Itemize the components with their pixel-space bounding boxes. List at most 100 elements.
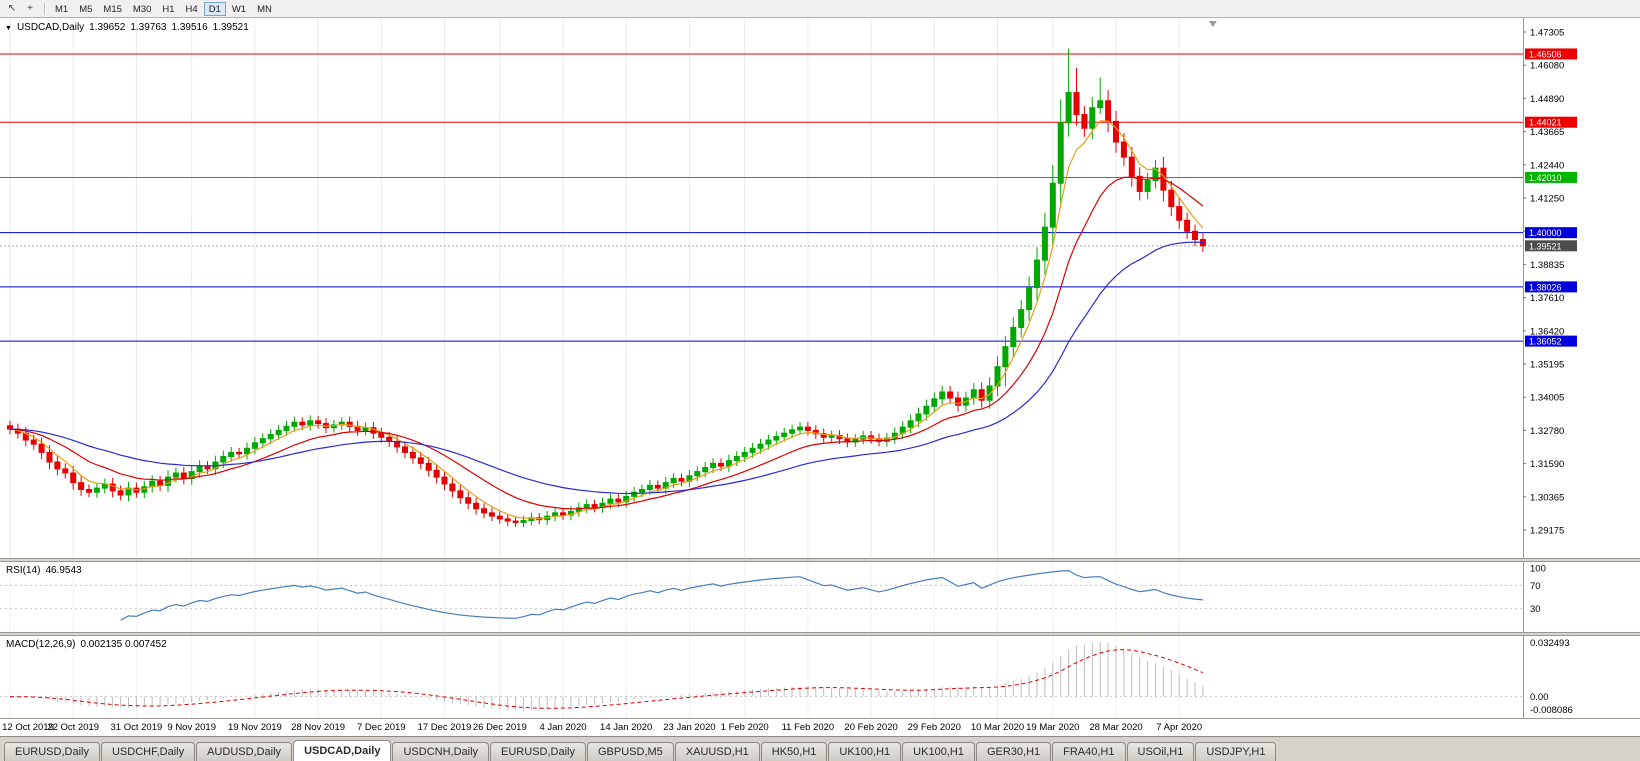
chart-tab-hk50-h1[interactable]: HK50,H1 — [760, 742, 828, 761]
top-toolbar: ↖ + M1 M5 M15 M30 H1 H4 D1 W1 MN — [0, 0, 1640, 18]
chart-tab-usdcad-daily[interactable]: USDCAD,Daily — [293, 740, 392, 761]
date-axis-label: 11 Feb 2020 — [781, 722, 835, 733]
date-axis-label: 19 Nov 2019 — [227, 722, 282, 733]
chart-tab-uk100-h1[interactable]: UK100,H1 — [828, 742, 902, 761]
date-axis-label: 1 Feb 2020 — [720, 722, 769, 733]
timeframe-button-m5[interactable]: M5 — [79, 3, 93, 15]
macd-values: 0.002135 0.007452 — [80, 639, 167, 650]
chart-tab-ger30-h1[interactable]: GER30,H1 — [975, 742, 1052, 761]
price-tag: 1.40000 — [1525, 227, 1577, 239]
price-axis-label: 1.32780 — [1530, 426, 1564, 437]
one-click-trading-arrow[interactable]: ▼ — [5, 25, 12, 32]
chart-tab-usdjpy-h1[interactable]: USDJPY,H1 — [1195, 742, 1277, 761]
moving-average-fast[interactable] — [9, 120, 1204, 520]
rsi-label: RSI(14) — [6, 565, 41, 576]
price-axis-label: 1.37610 — [1530, 293, 1564, 304]
chart-tab-eurusd-daily[interactable]: EURUSD,Daily — [490, 742, 586, 761]
chart-symbol-label: USDCAD,Daily — [16, 22, 85, 33]
moving-average-slow[interactable] — [9, 241, 1203, 495]
chart-tab-usoil-h1[interactable]: USOil,H1 — [1126, 742, 1195, 761]
price-tag: 1.36052 — [1525, 335, 1577, 347]
date-axis-label: 10 Mar 2020 — [970, 722, 1025, 733]
price-tag: 1.42010 — [1525, 171, 1577, 183]
macd-label: MACD(12,26,9) — [6, 639, 76, 650]
date-axis-label: 4 Jan 2020 — [539, 722, 587, 733]
rsi-title: RSI(14) 46.9543 — [6, 565, 87, 576]
chart-tab-usdcnh-daily[interactable]: USDCNH,Daily — [392, 742, 490, 761]
ohlc-open: 1.39652 — [89, 22, 126, 33]
price-axis-label: 1.31590 — [1530, 459, 1564, 470]
timeframe-button-m15[interactable]: M15 — [103, 3, 122, 15]
chart-tab-uk100-h1[interactable]: UK100,H1 — [902, 742, 975, 761]
timeframe-button-m30[interactable]: M30 — [132, 3, 152, 15]
price-axis-label: 1.43665 — [1530, 127, 1564, 138]
grid-lines — [9, 18, 1180, 558]
svg-text:1.40000: 1.40000 — [1529, 228, 1562, 238]
price-axis-label: 1.36420 — [1530, 326, 1564, 337]
date-axis-label: 7 Dec 2019 — [357, 722, 406, 733]
date-axis-label: 20 Feb 2020 — [844, 722, 898, 733]
rsi-line — [120, 569, 1203, 621]
price-tag: 1.44021 — [1525, 116, 1577, 128]
price-axis-label: 1.42440 — [1530, 160, 1564, 171]
chart-tab-fra40-h1[interactable]: FRA40,H1 — [1052, 742, 1126, 761]
timeframe-button-h1[interactable]: H1 — [162, 3, 175, 15]
chart-tab-xauusd-h1[interactable]: XAUUSD,H1 — [674, 742, 760, 761]
toolbar-separator — [44, 2, 45, 15]
date-axis-label: 19 Mar 2020 — [1026, 722, 1080, 733]
timeframe-button-h4[interactable]: H4 — [185, 3, 198, 15]
rsi-panel[interactable]: RSI(14) 46.9543 100 70 30 — [0, 562, 1640, 632]
timeframe-button-d1[interactable]: D1 — [203, 1, 226, 16]
price-axis-label: 1.38835 — [1530, 260, 1564, 271]
svg-text:1.42010: 1.42010 — [1529, 173, 1562, 183]
price-axis-label: 1.41250 — [1530, 194, 1564, 205]
macd-title: MACD(12,26,9) 0.002135 0.007452 — [6, 639, 172, 650]
chart-title: ▼ USDCAD,Daily 1.39652 1.39763 1.39516 1.3952… — [5, 22, 254, 33]
date-axis-label: 14 Jan 2020 — [600, 722, 653, 733]
chart-tab-audusd-daily[interactable]: AUDUSD,Daily — [196, 742, 293, 761]
panel-resize-divider[interactable] — [0, 558, 1640, 562]
macd-scale-label: -0.008086 — [1530, 705, 1573, 716]
panel-resize-divider[interactable] — [0, 632, 1640, 636]
rsi-canvas[interactable]: 100 70 30 — [0, 562, 1640, 632]
price-axis-label: 1.44890 — [1530, 94, 1564, 105]
date-axis-label: 7 Apr 2020 — [1156, 722, 1203, 733]
chart-shift-marker[interactable] — [1208, 21, 1217, 27]
timeframe-button-w1[interactable]: W1 — [231, 3, 247, 15]
macd-canvas[interactable]: 0.032493 0.00 -0.008086 — [0, 636, 1640, 718]
price-axis-label: 1.46080 — [1530, 61, 1564, 72]
chart-tab-eurusd-daily[interactable]: EURUSD,Daily — [4, 742, 100, 761]
pointer-icon[interactable]: ↖ — [7, 2, 17, 14]
macd-scale-label: 0.00 — [1530, 692, 1549, 703]
chart-tab-usdchf-daily[interactable]: USDCHF,Daily — [100, 742, 196, 761]
chart-tabs-bar: EURUSD,Daily USDCHF,Daily AUDUSD,Daily USDC… — [0, 736, 1640, 761]
candles-layer — [7, 48, 1206, 528]
date-axis[interactable]: 12 Oct 2019 22 Oct 2019 31 Oct 2019 9 Nov 2… — [0, 718, 1640, 736]
rsi-value: 46.9543 — [45, 565, 82, 576]
price-chart-canvas[interactable]: 1.47305 1.46080 1.44890 1.43665 1.42440 1.412… — [0, 18, 1640, 558]
ohlc-close: 1.39521 — [212, 22, 249, 33]
svg-text:1.44021: 1.44021 — [1529, 118, 1562, 128]
price-axis-label: 1.34005 — [1530, 393, 1564, 404]
rsi-scale-label: 100 — [1530, 564, 1546, 575]
toolbar-icons: ↖ + — [3, 2, 39, 16]
price-axis-label: 1.29175 — [1530, 526, 1564, 537]
timeframe-button-mn[interactable]: MN — [257, 3, 272, 15]
date-axis-label: 28 Mar 2020 — [1089, 722, 1143, 733]
macd-panel[interactable]: MACD(12,26,9) 0.002135 0.007452 0.032493 0… — [0, 636, 1640, 718]
timeframe-buttons: M1 M5 M15 M30 H1 H4 D1 W1 MN — [50, 1, 278, 16]
price-axis-label: 1.35195 — [1530, 360, 1564, 371]
date-axis-label: 17 Dec 2019 — [417, 722, 472, 733]
chart-tab-gbpusd-m5[interactable]: GBPUSD,M5 — [587, 742, 674, 761]
crosshair-icon[interactable]: + — [27, 2, 33, 14]
svg-text:1.39521: 1.39521 — [1529, 241, 1562, 251]
price-tag: 1.39521 — [1525, 240, 1577, 252]
macd-histogram — [17, 642, 1204, 710]
rsi-scale-label: 70 — [1530, 581, 1541, 592]
timeframe-button-m1[interactable]: M1 — [55, 3, 69, 15]
moving-average-mid[interactable] — [9, 176, 1204, 510]
main-chart-panel[interactable]: ▼ USDCAD,Daily 1.39652 1.39763 1.39516 1.3952… — [0, 18, 1640, 558]
price-axis-label: 1.30365 — [1530, 492, 1564, 503]
date-axis-label: 26 Dec 2019 — [472, 722, 527, 733]
